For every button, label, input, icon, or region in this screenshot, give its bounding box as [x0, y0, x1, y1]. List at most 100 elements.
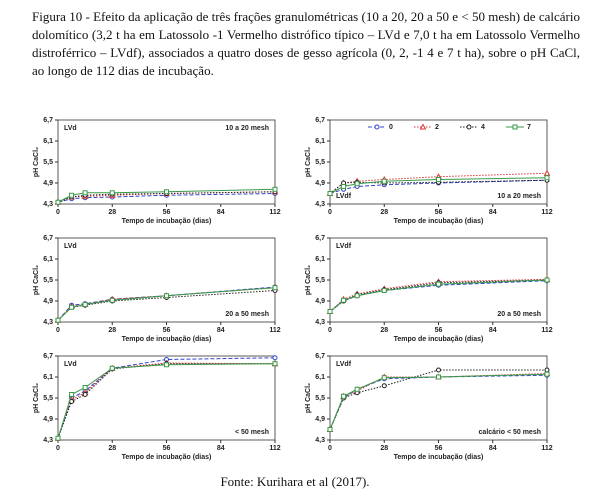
series-line [329, 369, 547, 430]
x-tick-label: 112 [269, 445, 280, 452]
x-tick-label: 56 [163, 327, 171, 334]
marker [272, 186, 278, 192]
treatment-label: 20 a 50 mesh [225, 311, 269, 318]
x-tick-label: 28 [380, 209, 388, 216]
x-tick-label: 28 [380, 327, 388, 334]
x-tick-label: 28 [380, 445, 388, 452]
marker [82, 385, 88, 390]
marker [544, 371, 550, 377]
marker [109, 190, 115, 196]
soil-label: LVdf [336, 361, 352, 368]
y-tick-label: 4,9 [43, 180, 53, 187]
y-tick-label: 6,7 [43, 235, 53, 242]
chart-panel: 4,3 4,9 5,5 6,1 6,7 0 28 56 84 112 Tempo de incuba… [305, 235, 553, 343]
y-tick-label: 6,7 [315, 353, 325, 360]
series-line [57, 363, 276, 439]
legend-label: 4 [481, 124, 485, 131]
y-tick-label: 6,1 [43, 256, 53, 263]
marker [341, 297, 347, 303]
y-tick-label: 5,5 [315, 395, 325, 402]
series-line [57, 193, 276, 203]
marker [381, 178, 387, 184]
chart-panel: 4,3 4,9 5,5 6,1 6,7 0 28 56 84 112 Tempo de incuba… [305, 353, 553, 461]
figure: 4,3 4,9 5,5 6,1 6,7 0 28 56 84 112 Tempo de incuba… [33, 117, 553, 461]
treatment-label: 10 a 20 mesh [497, 193, 541, 200]
soil-label: LVd [64, 125, 77, 132]
legend-marker [512, 124, 518, 130]
legend-label: 0 [389, 124, 393, 131]
marker [55, 199, 61, 205]
y-tick-label: 4,3 [43, 201, 53, 208]
x-tick-label: 56 [435, 445, 443, 452]
y-axis-title: pH CaCl₂ [305, 147, 312, 177]
y-tick-label: 4,3 [43, 437, 53, 444]
marker [82, 392, 88, 397]
x-tick-label: 0 [328, 327, 332, 334]
x-tick-label: 28 [108, 209, 116, 216]
y-tick-label: 6,7 [43, 353, 53, 360]
x-tick-label: 112 [269, 209, 280, 216]
marker [82, 190, 88, 196]
x-tick-label: 84 [489, 209, 497, 216]
y-tick-label: 6,1 [43, 138, 53, 145]
y-tick-label: 6,1 [315, 256, 325, 263]
marker [354, 386, 360, 392]
marker [109, 297, 115, 303]
marker [164, 293, 169, 299]
y-tick-label: 4,9 [315, 298, 325, 305]
x-tick-label: 84 [217, 327, 225, 334]
marker [436, 374, 441, 380]
marker [341, 393, 347, 399]
x-tick-label: 0 [56, 327, 60, 334]
treatment-label: 20 a 50 mesh [497, 311, 541, 318]
x-tick-label: 28 [108, 327, 116, 334]
chart-panel: 4,3 4,9 5,5 6,1 6,7 0 28 56 84 112 Tempo de incuba… [33, 353, 281, 461]
marker [436, 281, 441, 287]
y-tick-label: 6,7 [43, 117, 53, 124]
y-tick-label: 6,1 [315, 374, 325, 381]
series-line [329, 172, 548, 194]
marker [69, 304, 75, 310]
marker [82, 302, 88, 307]
treatment-label: 10 a 20 mesh [225, 125, 269, 132]
caption: Figura 10 - Efeito da aplicação de três … [32, 9, 580, 78]
soil-label: LVdf [336, 193, 352, 200]
legend-marker [419, 123, 427, 130]
y-tick-label: 4,9 [315, 416, 325, 423]
marker [381, 383, 387, 389]
x-axis-title: Tempo de incubação (dias) [122, 218, 212, 225]
marker [55, 435, 61, 441]
y-axis-title: pH CaCl₂ [305, 265, 312, 295]
x-tick-label: 56 [435, 327, 443, 334]
marker [544, 277, 550, 283]
chart-panel: 4,3 4,9 5,5 6,1 6,7 0 28 56 84 112 Tempo de incuba… [33, 117, 281, 225]
chart-panel: 4,3 4,9 5,5 6,1 6,7 0 28 56 84 112 Tempo de incuba… [305, 117, 553, 225]
y-tick-label: 6,1 [43, 374, 53, 381]
series-line [329, 179, 548, 194]
legend-label: 2 [435, 124, 439, 131]
y-tick-label: 6,7 [315, 117, 325, 124]
series-line [329, 374, 548, 430]
series-line [329, 279, 548, 312]
plot-frame [57, 355, 276, 441]
x-tick-label: 0 [56, 445, 60, 452]
marker [164, 189, 169, 195]
y-tick-label: 4,3 [315, 437, 325, 444]
marker [381, 375, 387, 381]
plot-frame [57, 237, 276, 323]
y-axis-title: pH CaCl₂ [33, 147, 40, 177]
series-line [329, 179, 548, 194]
y-tick-label: 5,5 [315, 159, 325, 166]
marker [69, 392, 75, 397]
marker [327, 309, 333, 314]
y-tick-label: 5,5 [315, 277, 325, 284]
plot-frame [329, 119, 548, 205]
marker [327, 427, 333, 432]
x-axis-title: Tempo de incubação (dias) [394, 454, 484, 461]
marker [109, 365, 115, 371]
x-tick-label: 56 [163, 209, 171, 216]
marker [436, 177, 441, 182]
y-tick-label: 4,3 [43, 319, 53, 326]
y-tick-label: 5,5 [43, 277, 53, 284]
